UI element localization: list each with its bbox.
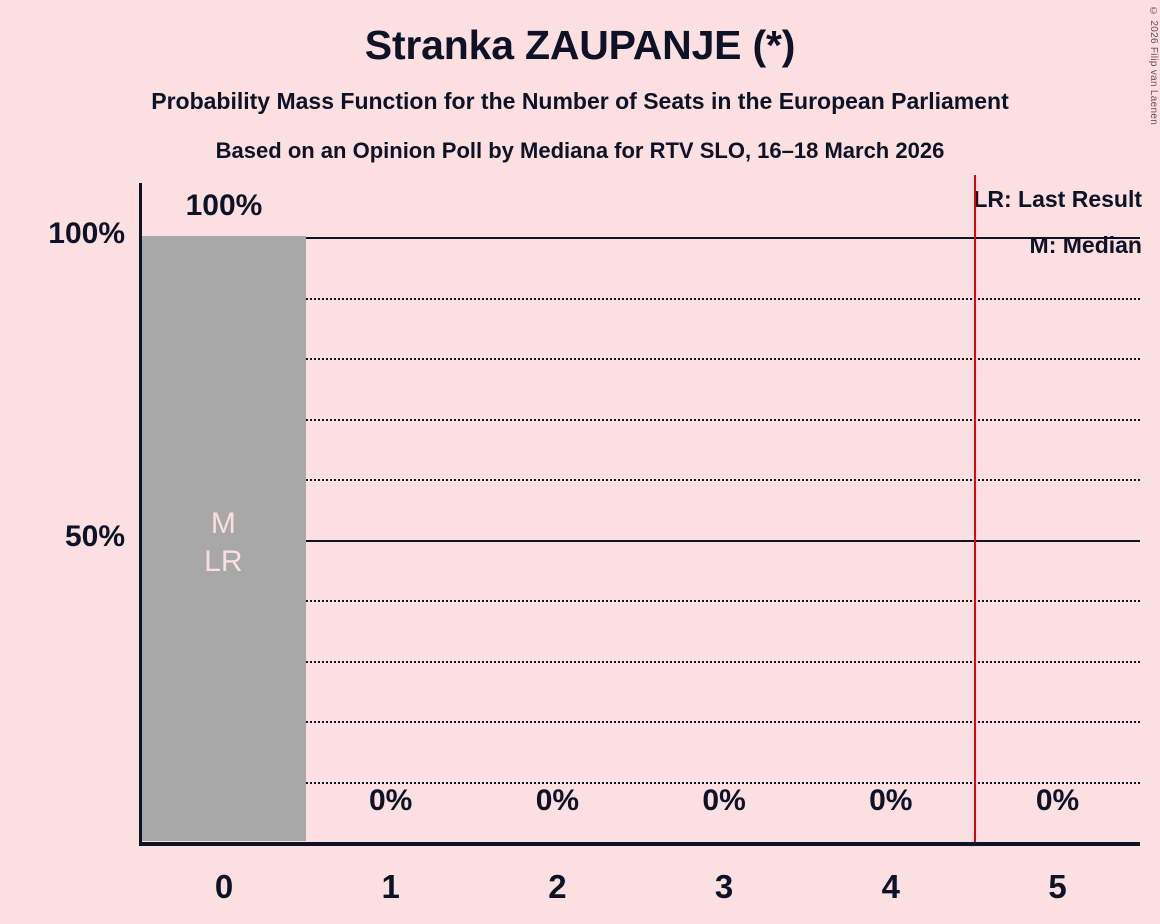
y-axis-line xyxy=(139,183,142,845)
legend-median: M: Median xyxy=(1029,232,1142,258)
x-tick-label: 1 xyxy=(381,868,400,905)
page-title: Stranka ZAUPANJE (*) xyxy=(364,22,796,68)
chart-subtitle: Probability Mass Function for the Number… xyxy=(151,88,1009,114)
y-tick-label: 50% xyxy=(64,519,125,553)
x-tick-label: 5 xyxy=(1048,868,1067,905)
threshold-marker-line xyxy=(973,175,976,845)
x-tick-label: 2 xyxy=(548,868,567,905)
bar-value-label: 0% xyxy=(702,784,746,817)
bar-value-label: 0% xyxy=(1035,784,1080,817)
y-tick-label: 100% xyxy=(48,217,125,250)
bar-value-label: 100% xyxy=(185,189,263,222)
plot-area: M LR 100% 0% 0% 0% 0% 0% xyxy=(139,175,1140,846)
bar-marker-labels: M LR xyxy=(204,506,243,578)
x-tick-label: 3 xyxy=(714,868,734,905)
copyright-notice: © 2026 Filip van Laenen xyxy=(1148,6,1159,126)
x-tick-label: 0 xyxy=(214,868,234,905)
x-tick-label: 4 xyxy=(881,868,900,905)
legend-last-result: LR: Last Result xyxy=(973,186,1142,212)
bar-value-label: 0% xyxy=(535,784,580,817)
x-axis-line xyxy=(139,842,1140,846)
bar: M LR xyxy=(141,236,306,841)
chart-source-note: Based on an Opinion Poll by Mediana for … xyxy=(215,138,945,163)
bar-value-label: 0% xyxy=(369,784,413,817)
bar-value-label: 0% xyxy=(869,784,913,817)
